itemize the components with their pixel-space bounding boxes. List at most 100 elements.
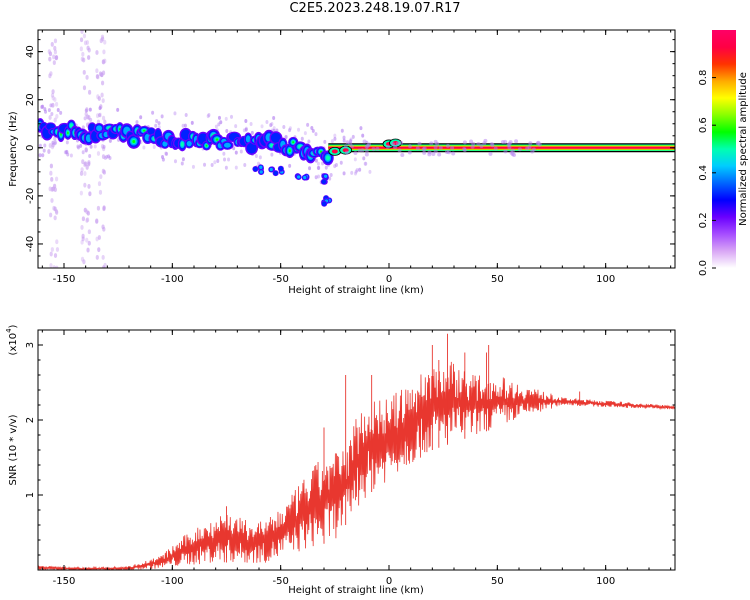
spectrogram-scatter — [95, 113, 100, 119]
spectrogram-scatter — [433, 145, 438, 150]
snr-y-ticks: 1 2 3 — [25, 342, 675, 556]
spectrogram-scatter — [500, 139, 505, 144]
spectrogram-scatter — [85, 40, 89, 45]
spectrogram-scatter — [48, 56, 52, 62]
spectrogram-scatter — [85, 74, 89, 80]
spectrogram-scatter — [101, 36, 105, 42]
spectrogram-scatter — [288, 126, 292, 131]
spectrogram-scatter — [364, 152, 369, 157]
spectrogram-scatter — [99, 174, 103, 180]
spectrogram-blob — [331, 149, 338, 154]
spectrogram-scatter — [80, 256, 85, 262]
spectrogram-scatter — [354, 169, 358, 174]
spectrogram-scatter — [82, 259, 86, 265]
spectrogram-scatter — [53, 49, 58, 55]
snr-y-scale: (x104) — [5, 324, 19, 355]
spectrogram-scatter — [284, 135, 288, 140]
spectrogram-blob — [69, 123, 74, 128]
spectrogram-scatter — [367, 142, 372, 147]
spectrogram-scatter — [223, 157, 227, 162]
spectrogram-scatter — [76, 144, 80, 149]
spectrogram-scatter — [65, 149, 69, 154]
spectrogram-blob — [273, 170, 278, 176]
spectrogram-blob — [292, 141, 295, 144]
spectrogram-blob — [245, 135, 251, 143]
spectrogram-blob — [253, 166, 258, 172]
spectrogram-scatter — [265, 119, 269, 124]
spectrogram-scatter — [38, 153, 42, 158]
spectrogram-blob — [303, 175, 307, 180]
spectrogram-scatter — [330, 139, 334, 144]
spectrogram-scatter — [393, 145, 398, 150]
spectrogram-scatter — [258, 155, 262, 160]
spectrogram-scatter — [116, 107, 120, 112]
spectrogram-scatter — [79, 190, 83, 196]
spectrogram-scatter — [87, 184, 91, 189]
spectrogram-scatter — [96, 205, 101, 211]
spectrogram-scatter — [219, 120, 223, 125]
spectrogram-scatter — [317, 165, 321, 170]
spectrogram-scatter — [343, 144, 348, 149]
spectrogram-scatter — [250, 130, 254, 135]
spectrogram-scatter — [80, 30, 84, 34]
spectrogram-scatter — [95, 219, 99, 224]
spectrogram-scatter — [83, 116, 87, 121]
spectrogram-scatter — [50, 93, 55, 98]
spectrogram-scatter — [48, 51, 53, 57]
spectrogram-scatter — [38, 143, 42, 148]
spectrogram-scatter — [306, 122, 310, 127]
spectrogram-scatter — [88, 107, 92, 112]
spectrogram-scatter — [355, 168, 359, 173]
spectrogram-scatter — [47, 108, 51, 113]
snr-y-tick-label: 3 — [25, 342, 36, 348]
snr-y-scale-exp: 4 — [5, 328, 13, 333]
spectrogram-scatter — [101, 154, 106, 160]
spectrogram-scatter — [42, 148, 46, 153]
snr-x-tick-label: -100 — [161, 576, 184, 587]
spectrogram-scatter — [97, 181, 102, 187]
spectrogram-scatter — [82, 33, 87, 39]
spectrogram-x-ticks: -150 -100 -50 0 50 100 — [41, 30, 672, 285]
spectrogram-y-tick-label: -40 — [25, 236, 36, 252]
spectrogram-scatter — [87, 240, 91, 246]
spectrogram-scatter — [100, 72, 104, 78]
spectrogram-scatter — [213, 160, 217, 165]
spectrogram-blob — [296, 175, 301, 179]
spectrogram-y-tick-label: 40 — [25, 45, 36, 58]
spectrogram-scatter — [80, 56, 84, 62]
spectrogram-scatter — [507, 141, 512, 146]
spectrogram-blob — [132, 139, 136, 143]
spectrogram-blob — [321, 179, 327, 185]
spectrogram-scatter — [63, 150, 67, 155]
spectrogram-scatter — [49, 251, 53, 257]
spectrogram-y-tick-label: -20 — [25, 188, 36, 204]
spectrogram-blob — [325, 155, 330, 161]
spectrogram-scatter — [48, 73, 52, 79]
spectrogram-scatter — [203, 162, 207, 167]
figure-title: C2E5.2023.248.19.07.R17 — [289, 1, 461, 16]
spectrogram-scatter — [101, 59, 105, 65]
spectrogram-scatter — [103, 39, 107, 45]
spectrogram-scatter — [53, 215, 57, 221]
colorbar-gradient — [712, 30, 736, 268]
spectrogram-scatter — [476, 142, 481, 147]
spectrogram-scatter — [50, 198, 54, 203]
spectrogram-scatter — [479, 144, 484, 149]
spectrogram-scatter — [359, 126, 363, 131]
spectrogram-scatter — [362, 156, 366, 161]
spectrogram-scatter — [190, 120, 194, 125]
spectrogram-scatter — [348, 141, 353, 146]
spectrogram-scatter — [65, 140, 69, 145]
snr-x-tick-label: -50 — [272, 576, 288, 587]
spectrogram-scatter — [86, 210, 90, 216]
spectrogram-scatter — [95, 74, 100, 79]
snr-y-tick-label: 1 — [25, 492, 36, 498]
spectrogram-scatter — [49, 212, 53, 218]
spectrogram-scatter — [451, 151, 456, 156]
spectrogram-scatter — [102, 226, 106, 232]
spectrogram-scatter — [95, 68, 99, 74]
spectrogram-scatter — [490, 143, 495, 148]
spectrogram-scatter — [83, 182, 87, 188]
spectrogram-scatter — [81, 150, 85, 155]
